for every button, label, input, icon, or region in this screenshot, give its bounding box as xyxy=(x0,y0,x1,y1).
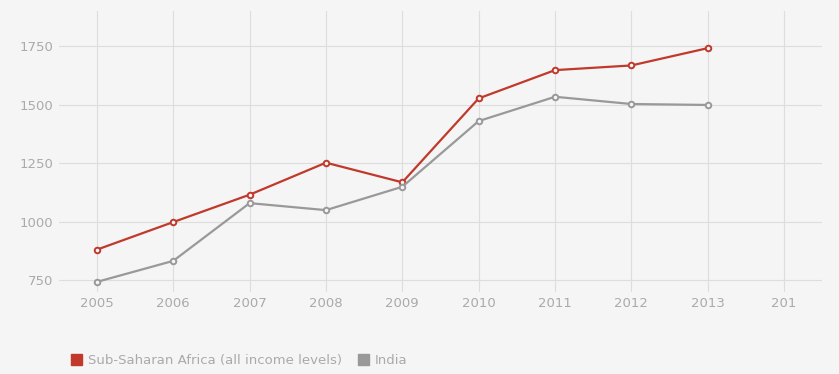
India xyxy=(92,280,102,284)
Sub-Saharan Africa (all income levels) xyxy=(550,68,560,73)
Sub-Saharan Africa (all income levels) xyxy=(703,46,713,50)
Line: India: India xyxy=(94,94,711,285)
Sub-Saharan Africa (all income levels) xyxy=(398,180,408,185)
India xyxy=(703,103,713,107)
Sub-Saharan Africa (all income levels) xyxy=(321,160,331,165)
Legend: Sub-Saharan Africa (all income levels), India: Sub-Saharan Africa (all income levels), … xyxy=(65,349,413,373)
Sub-Saharan Africa (all income levels) xyxy=(245,193,255,197)
India xyxy=(169,259,179,263)
India xyxy=(321,208,331,212)
India xyxy=(474,119,484,123)
India xyxy=(550,95,560,99)
India xyxy=(627,102,637,106)
Sub-Saharan Africa (all income levels) xyxy=(474,96,484,101)
Sub-Saharan Africa (all income levels) xyxy=(92,248,102,252)
India xyxy=(398,184,408,189)
Sub-Saharan Africa (all income levels) xyxy=(627,63,637,68)
Line: Sub-Saharan Africa (all income levels): Sub-Saharan Africa (all income levels) xyxy=(94,45,711,252)
Sub-Saharan Africa (all income levels) xyxy=(169,220,179,224)
India xyxy=(245,201,255,205)
